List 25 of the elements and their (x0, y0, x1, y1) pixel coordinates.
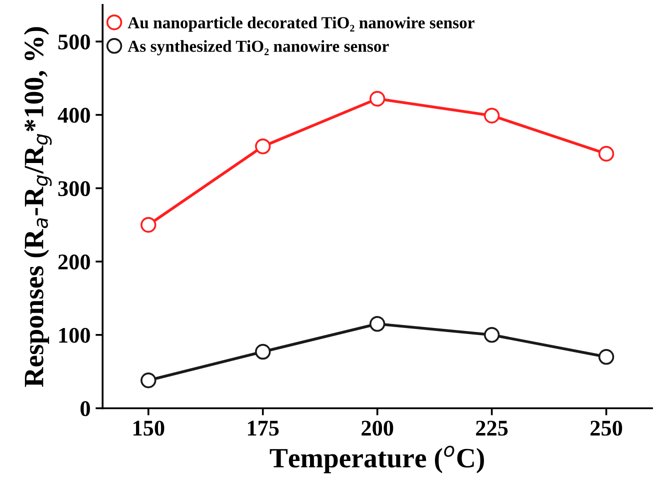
y-tick-label: 500 (58, 34, 90, 50)
point (369, 90, 386, 107)
legend-label: As synthesized TiO₂ nanowire sensor (128, 40, 389, 56)
point (140, 372, 156, 388)
point (369, 316, 386, 332)
x-tick-label: 200 (362, 420, 394, 436)
x-axis-title: Temperature ($^{o}$C) (270, 446, 484, 474)
y-tick-label: 200 (58, 254, 90, 270)
x-tick-label: 150 (134, 420, 164, 436)
point (140, 217, 156, 233)
y-tick-label: 400 (58, 108, 90, 123)
y-axis-title: Responses (R$_{a}$-R$_{g}$/R$_{g}$*100, %) (24, 27, 52, 387)
point (255, 138, 271, 154)
point (255, 344, 271, 360)
y-tick-label: 0 (80, 401, 90, 416)
y-tick-label: 300 (58, 181, 90, 196)
point (484, 108, 500, 124)
point (598, 349, 614, 365)
legend-label: Au nanoparticle decorated TiO₂ nanowire sensor (128, 16, 474, 32)
y-tick-label: 100 (59, 328, 90, 343)
x-tick-label: 250 (590, 420, 622, 436)
point (598, 146, 614, 162)
x-tick-label: 175 (248, 420, 279, 436)
point (484, 327, 500, 343)
x-tick-label: 225 (476, 420, 508, 436)
